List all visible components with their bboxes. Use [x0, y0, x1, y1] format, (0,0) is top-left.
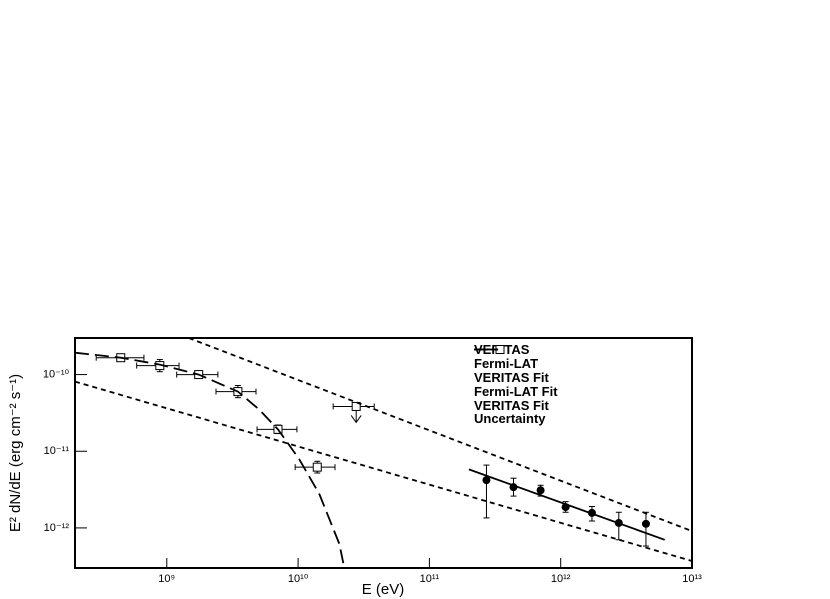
legend-entry: Fermi-LAT	[474, 345, 684, 371]
legend-label: VERITAS Fit	[474, 370, 549, 385]
legend-entry: Fermi-LAT Fit	[474, 348, 684, 399]
data-point	[312, 462, 322, 472]
plot-frame	[74, 337, 693, 569]
legend-label: Fermi-LAT Fit	[474, 384, 558, 399]
data-point	[351, 401, 361, 411]
legend-label: Fermi-LAT	[474, 356, 539, 371]
fit-line	[468, 468, 666, 541]
data-point	[536, 486, 545, 495]
x-tick-label: 10¹²	[551, 573, 571, 585]
y-tick-label: 10⁻¹²	[44, 522, 70, 534]
fit-line	[75, 351, 345, 568]
data-point	[641, 519, 650, 528]
legend-entry: VERITAS Fit Uncertainty	[474, 348, 684, 426]
y-tick-label: 10⁻¹¹	[44, 445, 70, 457]
legend-label: VERITAS Fit Uncertainty	[474, 398, 549, 426]
x-tick-label: 10¹³	[682, 573, 702, 585]
x-tick-label: 10¹⁰	[288, 573, 309, 585]
y-tick-label: 10⁻¹⁰	[43, 368, 70, 380]
x-axis-label: E (eV)	[362, 581, 405, 598]
data-point	[482, 476, 491, 485]
x-tick-label: 10¹¹	[420, 573, 440, 585]
legend-entry: VERITAS Fit	[474, 348, 684, 385]
x-tick-label: 10⁹	[158, 573, 175, 585]
legend-symbol	[474, 348, 498, 351]
fit-line	[75, 380, 692, 562]
y-axis-label: E² dN/dE (erg cm⁻² s⁻¹)	[7, 374, 24, 532]
